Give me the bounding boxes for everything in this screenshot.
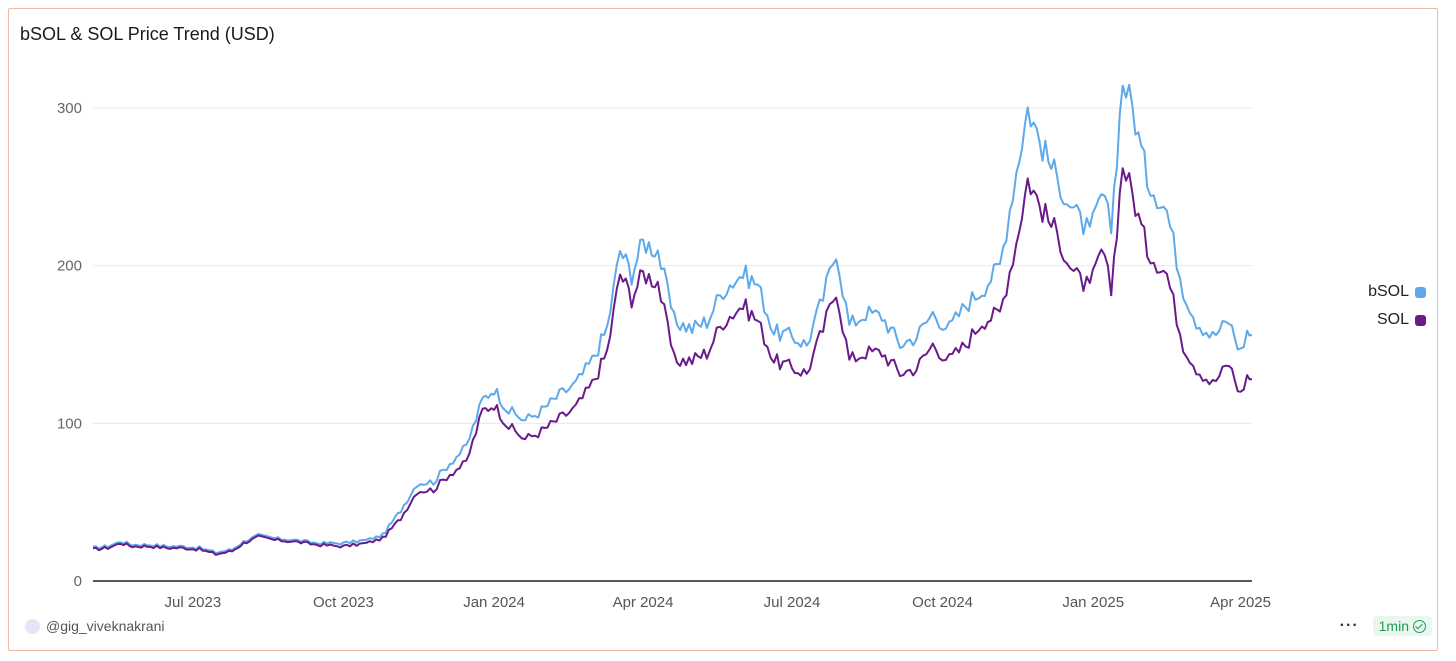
y-tick-label: 100 [57, 415, 82, 432]
x-tick-label: Jan 2025 [1062, 594, 1124, 611]
series-line-sol [92, 167, 1253, 556]
legend-label-bsol: bSOL [1368, 283, 1409, 300]
x-tick-label: Jan 2024 [463, 594, 525, 611]
y-tick-label: 200 [57, 258, 82, 275]
freshness-text: 1min [1378, 618, 1409, 634]
legend-label-sol: SOL [1376, 311, 1409, 328]
author-name: @gig_viveknakrani [46, 618, 165, 634]
avatar [25, 618, 40, 634]
legend-swatch-bsol [1415, 286, 1426, 298]
check-circle-icon [1413, 619, 1426, 633]
x-tick-label: Jul 2023 [164, 594, 221, 611]
chart-title: bSOL & SOL Price Trend (USD) [20, 24, 275, 44]
more-options-icon[interactable]: ··· [1339, 617, 1359, 634]
series-line-bsol [92, 83, 1253, 555]
y-tick-label: 300 [57, 100, 82, 117]
x-tick-label: Oct 2023 [313, 594, 374, 611]
x-tick-label: Apr 2024 [613, 594, 674, 611]
x-tick-label: Oct 2024 [912, 594, 973, 611]
chart-card [8, 8, 1438, 651]
legend: bSOL SOL [1368, 278, 1426, 334]
y-tick-label: 0 [74, 573, 82, 590]
author-tag[interactable]: @gig_viveknakrani [25, 618, 165, 634]
legend-item-sol[interactable]: SOL [1368, 306, 1426, 334]
legend-swatch-sol [1415, 314, 1426, 326]
legend-item-bsol[interactable]: bSOL [1368, 278, 1426, 306]
footer-actions: ··· 1min [1340, 616, 1432, 636]
x-tick-label: Apr 2025 [1210, 594, 1271, 611]
freshness-badge: 1min [1372, 616, 1432, 636]
x-tick-label: Jul 2024 [764, 594, 821, 611]
